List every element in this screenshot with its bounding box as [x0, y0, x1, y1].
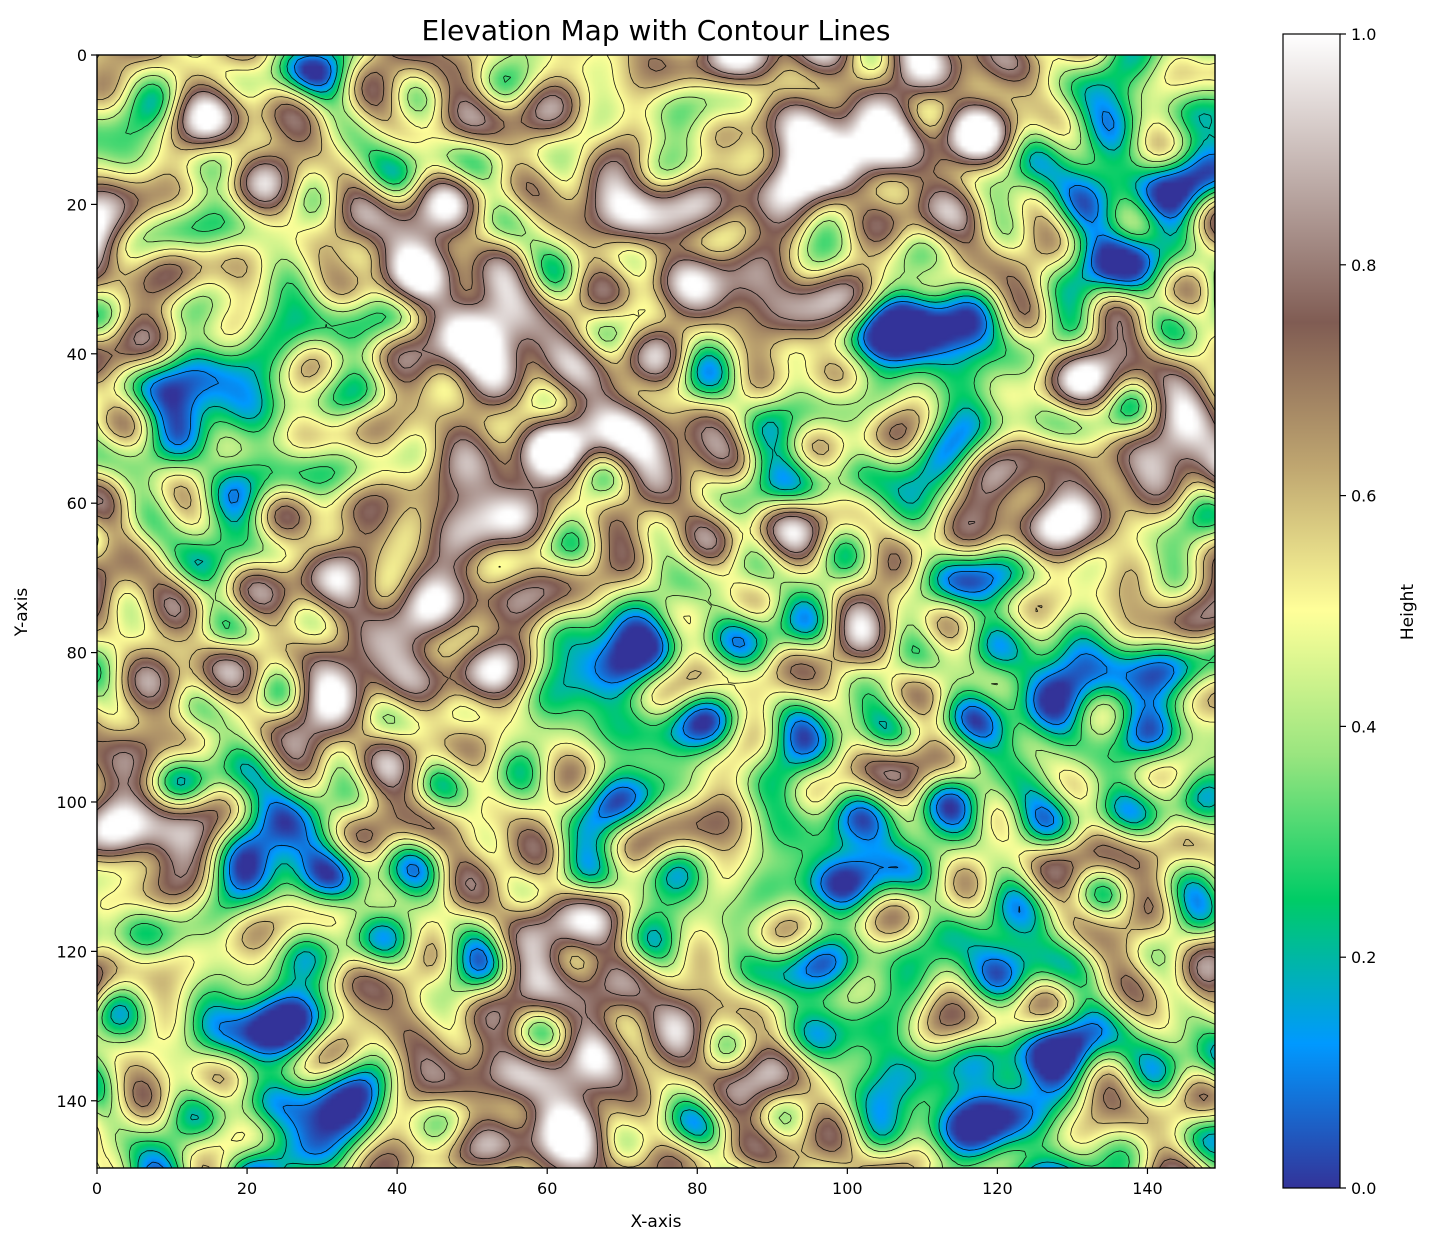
- x-tick-label: 0: [92, 1179, 102, 1198]
- colorbar-tick-label: 0.2: [1351, 948, 1376, 967]
- contour-level-0.8: [96, 54, 1216, 1169]
- contour-level-0.5: [96, 54, 1216, 1169]
- y-tick-label: 80: [67, 644, 87, 663]
- colorbar-tick-label: 0.0: [1351, 1179, 1376, 1198]
- colorbar-tick-label: 1.0: [1351, 25, 1376, 44]
- y-axis-label: Y-axis: [12, 588, 32, 638]
- contour-level-0.4: [96, 54, 1216, 1169]
- x-tick-label: 80: [687, 1179, 707, 1198]
- x-tick-label: 60: [537, 1179, 557, 1198]
- colorbar: 0.0 0.2 0.4 0.6 0.8 1.0 Height: [1282, 25, 1418, 1198]
- x-tick-label: 100: [832, 1179, 863, 1198]
- colorbar-tick-label: 0.6: [1351, 487, 1376, 506]
- x-tick-label: 120: [982, 1179, 1013, 1198]
- y-tick-label: 40: [67, 345, 87, 364]
- y-tick-label: 120: [56, 942, 87, 961]
- y-axis-ticks: 0 20 40 60 80 100 120 140: [56, 46, 97, 1111]
- y-tick-label: 100: [56, 793, 87, 812]
- x-tick-label: 20: [237, 1179, 257, 1198]
- chart-title: Elevation Map with Contour Lines: [422, 14, 891, 47]
- x-axis-label: X-axis: [631, 1212, 682, 1232]
- x-tick-label: 140: [1132, 1179, 1163, 1198]
- x-axis-ticks: 0 20 40 60 80 100 120 140: [92, 1168, 1163, 1198]
- contour-lines: [96, 54, 1216, 1169]
- colorbar-gradient: [1282, 33, 1341, 1189]
- y-tick-label: 20: [67, 195, 87, 214]
- y-tick-label: 0: [77, 46, 87, 65]
- colorbar-label: Height: [1398, 584, 1418, 641]
- contour-level-0.6: [96, 54, 1216, 1169]
- heatmap-plot: [96, 54, 1216, 1169]
- contour-level-0.1: [146, 55, 1216, 1169]
- x-tick-label: 40: [387, 1179, 407, 1198]
- contour-level-0.3: [96, 54, 1216, 1169]
- colorbar-ticks: 0.0 0.2 0.4 0.6 0.8 1.0: [1340, 25, 1376, 1198]
- y-tick-label: 60: [67, 494, 87, 513]
- contour-level-0.2: [110, 54, 1216, 1169]
- plot-frame: [96, 54, 1216, 1169]
- colorbar-tick-label: 0.8: [1351, 256, 1376, 275]
- colorbar-tick-label: 0.4: [1351, 717, 1376, 736]
- y-tick-label: 140: [56, 1092, 87, 1111]
- heatmap-raster: [97, 55, 1215, 1168]
